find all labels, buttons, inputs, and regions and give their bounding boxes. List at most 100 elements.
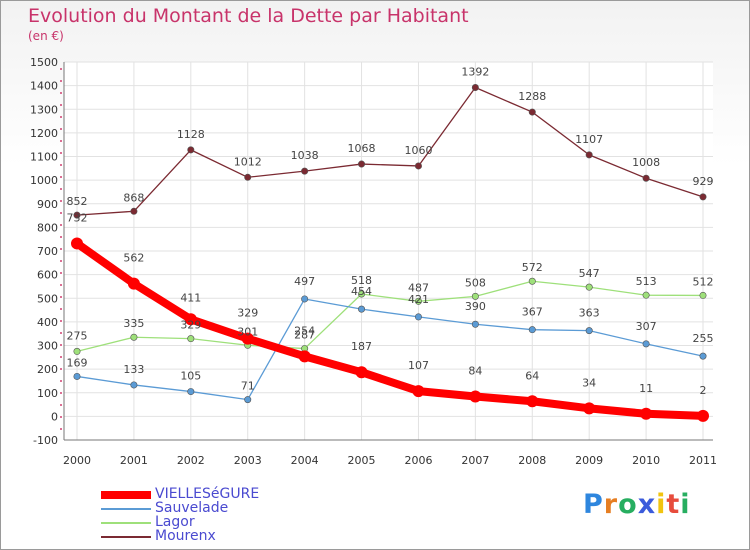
data-point	[358, 160, 366, 168]
logo-letter: r	[603, 489, 619, 520]
series-line-vielleségure	[73, 239, 707, 420]
legend-swatch	[101, 491, 151, 499]
data-label: 84	[468, 365, 482, 378]
y-tick-label: 1400	[30, 80, 58, 93]
data-label: 1128	[177, 128, 205, 141]
y-tick-label: 200	[37, 363, 58, 376]
data-point	[187, 388, 195, 396]
x-tick-label: 2007	[461, 454, 489, 467]
x-tick-label: 2011	[689, 454, 717, 467]
data-point	[187, 146, 195, 154]
data-label: 929	[693, 175, 714, 188]
y-tick-label: 1500	[30, 56, 58, 69]
data-point	[241, 332, 254, 345]
data-label: 732	[67, 211, 88, 224]
legend-label: Lagor	[155, 514, 195, 530]
legend-item: Mourenx	[101, 528, 321, 545]
axes: -100 0 100 200 300 400 500 600 700 800 900 1000 1100…	[30, 56, 717, 467]
data-label: 1038	[291, 149, 319, 162]
data-point	[585, 151, 593, 159]
data-point	[414, 313, 422, 321]
y-tick-label: 1000	[30, 174, 58, 187]
x-tick-label: 2010	[632, 454, 660, 467]
data-point	[130, 381, 138, 389]
data-label: 335	[123, 317, 144, 330]
data-label: 518	[351, 274, 372, 287]
data-point	[130, 207, 138, 215]
y-tick-label: 800	[37, 221, 58, 234]
x-tick-label: 2009	[575, 454, 603, 467]
data-point	[640, 407, 653, 420]
data-point	[528, 277, 536, 285]
data-point	[187, 335, 195, 343]
y-tick-label: 900	[37, 198, 58, 211]
data-point	[298, 350, 311, 363]
data-point	[699, 352, 707, 360]
legend-label: VIELLESéGURE	[155, 486, 260, 502]
data-label: 852	[67, 195, 88, 208]
y-tick-label: 0	[51, 410, 58, 423]
data-label: 572	[522, 261, 543, 274]
data-label: 421	[408, 293, 429, 306]
data-point	[642, 291, 650, 299]
data-label: 562	[123, 252, 144, 265]
data-label: 2	[700, 384, 707, 397]
data-point	[471, 84, 479, 92]
x-tick-label: 2002	[177, 454, 205, 467]
series-line-mourenx	[76, 86, 704, 216]
data-label: 254	[294, 324, 315, 337]
data-label: 487	[408, 281, 429, 294]
y-tick-label: 500	[37, 292, 58, 305]
logo-letter: x	[637, 489, 657, 520]
x-tick-label: 2008	[518, 454, 546, 467]
data-label: 1107	[575, 133, 603, 146]
data-label: 508	[465, 276, 486, 289]
series-layer	[71, 84, 709, 422]
legend-item: Sauvelade	[101, 500, 321, 517]
data-label: 411	[180, 291, 201, 304]
legend-item: Lagor	[101, 514, 321, 531]
data-label: 513	[636, 275, 657, 288]
data-point	[469, 390, 482, 403]
chart-unit: (en €)	[28, 29, 64, 43]
data-label: 133	[123, 363, 144, 376]
data-label: 301	[237, 325, 258, 338]
data-label: 1012	[234, 155, 262, 168]
legend-swatch	[101, 522, 151, 524]
legend-swatch	[101, 508, 151, 510]
proxiti-logo: Proxiti	[583, 489, 691, 520]
data-label: 287	[294, 329, 315, 342]
logo-letter: P	[583, 489, 604, 520]
data-point	[526, 395, 539, 408]
data-point	[471, 292, 479, 300]
data-label: 34	[582, 376, 596, 389]
x-tick-label: 2000	[63, 454, 91, 467]
data-label: 105	[180, 370, 201, 383]
series-line-lagor	[76, 280, 704, 353]
data-point	[184, 313, 197, 326]
x-tick-label: 2006	[404, 454, 432, 467]
data-point	[73, 372, 81, 380]
logo-letter: i	[656, 489, 667, 520]
data-label: 1288	[518, 90, 546, 103]
data-label: 329	[180, 319, 201, 332]
data-label: 275	[67, 329, 88, 342]
data-point	[358, 305, 366, 313]
data-point	[414, 162, 422, 170]
legend-item: VIELLESéGURE	[101, 486, 321, 503]
y-tick-label: 600	[37, 269, 58, 282]
data-point	[355, 366, 368, 379]
legend-label: Sauvelade	[155, 500, 229, 516]
data-point	[71, 237, 83, 250]
data-label: 169	[67, 356, 88, 369]
data-label: 1392	[461, 66, 489, 79]
data-point	[585, 327, 593, 335]
data-point	[73, 347, 81, 355]
y-tick-label: 1200	[30, 127, 58, 140]
data-point	[412, 385, 425, 398]
data-label: 363	[579, 307, 600, 320]
y-tick-label: 400	[37, 316, 58, 329]
data-point	[528, 326, 536, 334]
